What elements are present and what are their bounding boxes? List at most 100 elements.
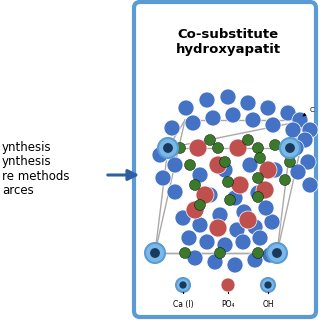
Circle shape [279, 174, 291, 186]
Circle shape [227, 190, 243, 206]
Circle shape [209, 156, 227, 174]
Circle shape [259, 161, 277, 179]
Circle shape [297, 132, 313, 148]
Circle shape [225, 195, 236, 205]
Circle shape [210, 220, 226, 236]
Circle shape [180, 247, 190, 259]
Circle shape [243, 134, 253, 146]
FancyBboxPatch shape [134, 2, 316, 317]
Circle shape [290, 142, 300, 154]
Circle shape [273, 247, 284, 259]
Circle shape [185, 159, 196, 171]
Circle shape [225, 107, 241, 123]
Circle shape [185, 115, 201, 131]
Circle shape [235, 234, 251, 250]
Circle shape [217, 162, 233, 178]
Circle shape [167, 157, 183, 173]
Circle shape [189, 180, 201, 190]
Circle shape [261, 278, 275, 292]
Circle shape [212, 142, 223, 154]
Circle shape [167, 184, 183, 200]
Circle shape [212, 207, 228, 223]
Circle shape [164, 144, 172, 152]
Circle shape [302, 177, 318, 193]
Circle shape [252, 247, 263, 259]
Circle shape [158, 138, 178, 158]
Circle shape [252, 191, 263, 203]
Circle shape [265, 282, 271, 288]
Circle shape [227, 257, 243, 273]
Circle shape [199, 234, 215, 250]
Circle shape [242, 157, 258, 173]
Text: re methods: re methods [2, 170, 69, 182]
Circle shape [164, 120, 180, 136]
Circle shape [273, 249, 281, 257]
Circle shape [186, 201, 204, 219]
Circle shape [192, 167, 208, 183]
Circle shape [247, 219, 263, 235]
Circle shape [284, 156, 295, 167]
Circle shape [202, 187, 218, 203]
Circle shape [220, 156, 230, 167]
Circle shape [269, 140, 281, 150]
Circle shape [222, 177, 234, 188]
Text: Ca (I): Ca (I) [173, 300, 193, 309]
Circle shape [236, 204, 252, 220]
Circle shape [220, 89, 236, 105]
Circle shape [180, 282, 186, 288]
Circle shape [187, 250, 203, 266]
Circle shape [217, 237, 233, 253]
Circle shape [280, 105, 296, 121]
Circle shape [192, 217, 208, 233]
Circle shape [256, 181, 274, 199]
Text: ynthesis: ynthesis [2, 156, 52, 169]
Circle shape [267, 243, 287, 263]
Circle shape [262, 247, 278, 263]
Circle shape [205, 110, 221, 126]
Circle shape [207, 254, 223, 270]
Circle shape [181, 230, 197, 246]
Circle shape [267, 162, 283, 178]
Circle shape [175, 210, 191, 226]
Circle shape [214, 247, 226, 259]
Circle shape [288, 140, 304, 156]
Circle shape [221, 278, 235, 292]
Circle shape [176, 278, 190, 292]
Circle shape [260, 100, 276, 116]
Text: arces: arces [2, 183, 34, 196]
Circle shape [174, 142, 186, 154]
Circle shape [252, 230, 268, 246]
Circle shape [302, 122, 318, 138]
Circle shape [209, 219, 227, 237]
Circle shape [252, 142, 263, 154]
Circle shape [252, 172, 263, 183]
Circle shape [196, 186, 214, 204]
Circle shape [245, 112, 261, 128]
Text: Co-substitute
hydroxyapatit: Co-substitute hydroxyapatit [175, 28, 281, 56]
Circle shape [265, 117, 281, 133]
Circle shape [189, 139, 207, 157]
Circle shape [240, 95, 256, 111]
Circle shape [239, 211, 257, 229]
Circle shape [292, 112, 308, 128]
Circle shape [258, 200, 274, 216]
Circle shape [247, 252, 263, 268]
Circle shape [254, 153, 266, 164]
Circle shape [250, 185, 266, 201]
Circle shape [231, 176, 249, 194]
Text: OH: OH [262, 300, 274, 309]
Circle shape [229, 139, 247, 157]
Circle shape [145, 243, 165, 263]
Circle shape [178, 100, 194, 116]
Circle shape [264, 214, 280, 230]
Circle shape [155, 170, 171, 186]
Circle shape [199, 92, 215, 108]
Circle shape [300, 154, 316, 170]
Circle shape [195, 199, 205, 211]
Circle shape [204, 134, 215, 146]
Text: PO₄: PO₄ [221, 300, 235, 309]
Text: C: C [310, 107, 315, 113]
Circle shape [152, 147, 168, 163]
Circle shape [285, 122, 301, 138]
Circle shape [229, 222, 245, 238]
